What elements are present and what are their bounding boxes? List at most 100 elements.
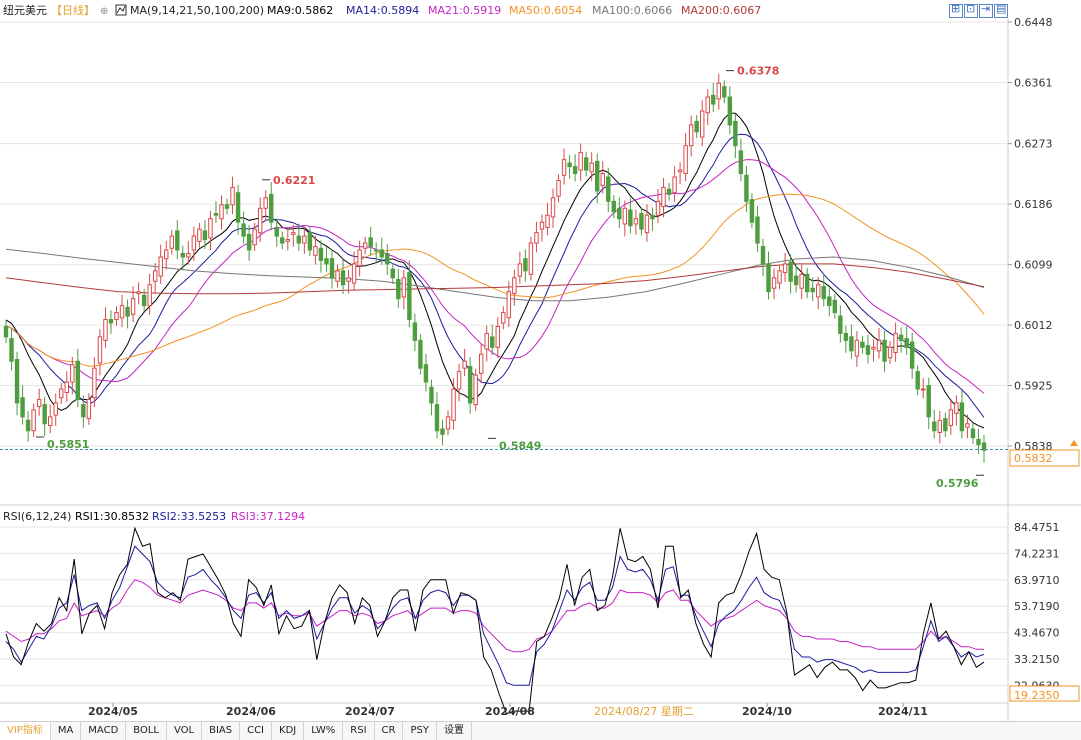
candle-body <box>611 200 617 213</box>
candle-body <box>152 270 158 282</box>
candle-body <box>445 416 451 430</box>
candle-body <box>517 263 523 277</box>
tab-lw[interactable]: LW% <box>304 722 344 740</box>
candle-body <box>197 228 202 242</box>
tab-kdj[interactable]: KDJ <box>272 722 305 740</box>
rsi-tick-label: 43.4670 <box>1014 627 1060 640</box>
candle-body <box>14 358 20 404</box>
candle-body <box>567 162 572 168</box>
candle-body <box>141 294 147 307</box>
rsi-tick-label: 19.2350 <box>1014 689 1060 702</box>
candle-body <box>136 291 141 294</box>
tab-vol[interactable]: VOL <box>167 722 203 740</box>
candle-body <box>860 341 865 348</box>
candle-body <box>296 235 302 244</box>
rsi-tick-label: 63.9710 <box>1014 574 1060 587</box>
candle-body <box>793 275 799 286</box>
candle-body <box>456 371 462 390</box>
period-label[interactable]: 【日线】 <box>51 3 95 17</box>
candle-body <box>882 339 887 362</box>
last-price-box <box>1009 449 1080 467</box>
candle-body <box>313 246 318 256</box>
annotation-label: 0.6221 <box>273 174 315 187</box>
tab-rsi[interactable]: RSI <box>343 722 375 740</box>
tab-psy[interactable]: PSY <box>403 722 437 740</box>
candle-body <box>59 388 64 399</box>
rsi-tick-label: 33.2150 <box>1014 653 1060 666</box>
rsi2-line <box>5 545 985 686</box>
candle-body <box>31 409 36 432</box>
forex-chart[interactable]: 0.6448 0.6361 0.6273 0.6186 0.6099 0.6012 0.59… <box>0 0 1081 722</box>
candle-body <box>727 96 733 126</box>
candle-body <box>965 423 970 428</box>
candle-body <box>291 232 296 235</box>
candle-body <box>423 364 429 383</box>
candle-body <box>876 339 882 352</box>
tab-settings[interactable]: 设置 <box>437 722 472 740</box>
toolbar-fit-button[interactable]: ⊞ <box>949 2 963 18</box>
candle-body <box>125 306 130 317</box>
candle-body <box>733 120 738 147</box>
ma200-value: MA200:0.6067 <box>681 4 761 17</box>
candle-body <box>20 397 25 418</box>
candle-body <box>213 213 219 216</box>
candle-body <box>832 299 838 314</box>
candle-body <box>81 404 86 418</box>
date-tick-label: 2024/05 <box>88 705 138 718</box>
price-tick-label: 0.6361 <box>1014 76 1053 89</box>
candle-body <box>512 277 517 294</box>
price-tick-label: 0.6273 <box>1014 138 1053 151</box>
candle-body <box>760 246 766 265</box>
period-toggle-icon[interactable]: ⊕ <box>100 6 108 17</box>
tab-cci[interactable]: CCI <box>240 722 273 740</box>
tab-vip[interactable]: VIP指标 <box>0 722 51 740</box>
candle-body <box>230 186 235 206</box>
tab-ma[interactable]: MA <box>51 722 82 740</box>
price-tick-label: 0.6448 <box>1014 16 1053 29</box>
candle-body <box>147 284 152 307</box>
fit-icon: ⊞ <box>951 2 961 15</box>
rsi-cursor-box <box>1009 685 1080 702</box>
tab-boll[interactable]: BOLL <box>126 722 167 740</box>
tab-macd[interactable]: MACD <box>81 722 127 740</box>
date-tick-label: 2024/08 <box>485 705 535 718</box>
price-tick-label: 0.5925 <box>1014 380 1053 393</box>
candle-body <box>617 207 622 220</box>
toolbar-step-button[interactable]: ⇥ <box>979 2 993 18</box>
candle-body <box>379 249 384 258</box>
toolbar-zoom-button[interactable]: ⊡ <box>964 2 978 18</box>
date-tick-label: 2024/11 <box>878 705 928 718</box>
candle-body <box>959 402 965 432</box>
candle-body <box>749 199 755 223</box>
candle-body <box>755 216 760 244</box>
candle-body <box>473 374 478 406</box>
candle-body <box>583 157 589 171</box>
candle-body <box>744 174 749 202</box>
candle-body <box>854 339 860 357</box>
candle-body <box>263 197 268 209</box>
price-tick-label: 0.6186 <box>1014 198 1053 211</box>
candle-body <box>114 312 119 321</box>
candle-body <box>396 279 401 300</box>
candle-body <box>390 268 395 279</box>
candle-body <box>589 162 594 173</box>
candle-body <box>191 235 197 251</box>
candle-body <box>53 402 58 416</box>
toolbar-last-button[interactable]: ▤ <box>994 2 1008 18</box>
tab-cr[interactable]: CR <box>375 722 404 740</box>
price-tick-label: 0.6099 <box>1014 259 1053 272</box>
tab-bias[interactable]: BIAS <box>202 722 241 740</box>
rsi-lines <box>5 526 985 715</box>
candle-body <box>70 364 75 383</box>
candle-body <box>42 404 47 425</box>
candle-body <box>357 249 362 267</box>
candle-body <box>351 263 357 284</box>
candle-body <box>932 421 937 432</box>
ma9-line <box>5 112 985 429</box>
candle-body <box>622 207 628 225</box>
step-icon: ⇥ <box>981 2 991 15</box>
annotation-label: 0.6378 <box>737 65 779 78</box>
candle-body <box>180 252 186 258</box>
candle-body <box>644 214 650 234</box>
candle-body <box>340 270 346 286</box>
